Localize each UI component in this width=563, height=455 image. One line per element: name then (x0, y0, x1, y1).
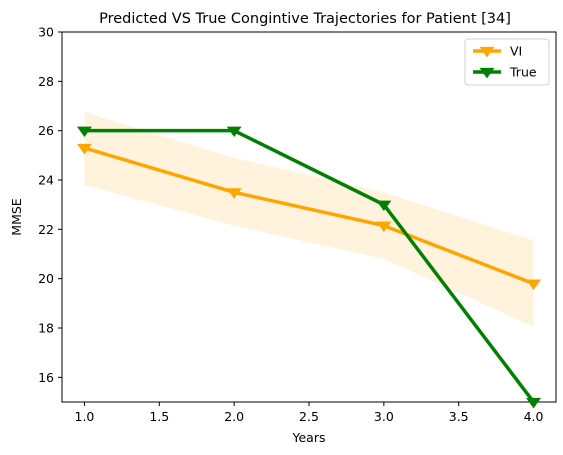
x-tick-label: 1.5 (149, 409, 169, 424)
y-axis-label: MMSE (9, 198, 24, 236)
y-tick-label: 20 (38, 271, 54, 286)
x-axis-label: Years (292, 430, 326, 445)
legend: VI True (464, 38, 550, 86)
x-tick-label: 1.0 (75, 409, 95, 424)
legend-marker-vi (479, 46, 495, 58)
x-tick-label: 2.0 (224, 409, 244, 424)
y-tick-label: 30 (38, 25, 54, 40)
confidence-bands (84, 112, 534, 327)
y-tick-label: 18 (38, 321, 54, 336)
point-vi-4 (526, 279, 542, 290)
point-vi-3 (376, 221, 392, 233)
x-tick-label: 4.0 (524, 409, 544, 424)
x-tick-label: 2.5 (299, 409, 319, 424)
x-axis: 1.0 1.5 2.0 2.5 3.0 3.5 4.0 (75, 402, 544, 424)
legend-marker-true (479, 67, 495, 79)
chart-title: Predicted VS True Congintive Trajectorie… (99, 11, 511, 27)
point-vi-1 (76, 143, 92, 155)
legend-label-true: True (509, 65, 537, 80)
y-tick-label: 28 (38, 74, 54, 89)
y-tick-label: 24 (38, 173, 54, 188)
point-true-2 (226, 126, 242, 138)
band-vi (84, 112, 534, 327)
x-tick-label: 3.5 (449, 409, 469, 424)
point-vi-2 (226, 188, 242, 199)
point-true-1 (76, 126, 92, 138)
x-tick-label: 3.0 (374, 409, 394, 424)
legend-label-vi: VI (510, 44, 522, 59)
y-tick-label: 26 (38, 123, 54, 138)
y-tick-label: 22 (38, 222, 54, 237)
series-line-true (84, 128, 535, 402)
point-true-4 (526, 397, 542, 409)
series-line-vi (83, 146, 535, 286)
y-tick-label: 16 (38, 370, 54, 385)
y-axis: 16 18 20 22 24 26 28 30 (38, 25, 62, 385)
point-true-3 (376, 200, 392, 212)
